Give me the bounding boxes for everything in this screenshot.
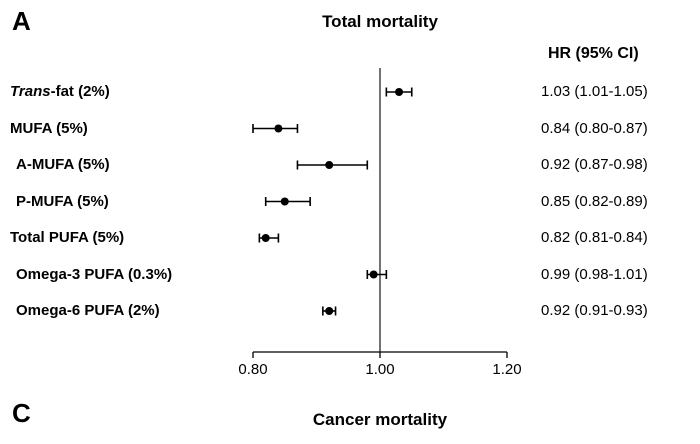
hr-ci-value: 0.84 (0.80-0.87) — [541, 119, 648, 137]
row-label: MUFA (5%) — [10, 120, 88, 138]
ci-errorbar — [385, 87, 413, 97]
hr-ci-value: 0.99 (0.98-1.01) — [541, 265, 648, 283]
hr-ci-column-header: HR (95% CI) — [548, 45, 639, 62]
ci-errorbar — [264, 197, 311, 206]
x-tick-label: 1.20 — [492, 361, 522, 378]
hr-ci-value: 1.03 (1.01-1.05) — [541, 83, 648, 100]
point-estimate — [274, 124, 283, 133]
row-label-text: Omega-6 PUFA (2%) — [16, 302, 160, 319]
panel-c-label: C — [12, 398, 31, 428]
row-label-text: -fat (2%) — [50, 83, 110, 100]
hr-ci-value: 0.92 (0.91-0.93) — [541, 302, 648, 319]
panel-a-title: Total mortality — [322, 12, 438, 31]
ci-errorbar — [322, 306, 337, 316]
point-estimate — [395, 88, 404, 96]
point-estimate — [261, 234, 270, 242]
ci-errorbar — [296, 160, 369, 170]
row-label-text: MUFA (5%) — [10, 119, 88, 137]
row-label-text: P-MUFA (5%) — [16, 192, 109, 210]
hr-ci-value: 0.85 (0.82-0.89) — [541, 192, 648, 210]
row-label: Total PUFA (5%) — [10, 229, 124, 247]
row-label: Omega-6 PUFA (2%) — [16, 302, 160, 320]
row-label: Omega-3 PUFA (0.3%) — [16, 266, 172, 284]
point-estimate — [280, 197, 289, 206]
panel-a-label: A — [12, 6, 31, 36]
ci-errorbar — [366, 270, 388, 279]
point-estimate — [325, 161, 334, 169]
point-estimate — [369, 270, 378, 279]
ci-errorbar — [252, 124, 299, 133]
x-tick-label: 1.00 — [365, 361, 395, 378]
ci-errorbar — [258, 233, 280, 243]
row-label: P-MUFA (5%) — [16, 193, 109, 211]
row-label-italic: Trans — [10, 83, 51, 100]
hr-ci-value: 0.82 (0.81-0.84) — [541, 229, 648, 246]
row-label: Trans-fat (2%) — [10, 83, 110, 101]
row-label: A-MUFA (5%) — [16, 156, 110, 174]
hr-ci-value: 0.92 (0.87-0.98) — [541, 156, 648, 173]
row-label-text: A-MUFA (5%) — [16, 156, 110, 173]
point-estimate — [325, 307, 334, 315]
row-label-text: Total PUFA (5%) — [10, 229, 125, 246]
row-label-text: Omega-3 PUFA (0.3%) — [16, 265, 173, 283]
x-tick-label: 0.80 — [238, 361, 268, 378]
panel-c-title: Cancer mortality — [312, 410, 448, 429]
